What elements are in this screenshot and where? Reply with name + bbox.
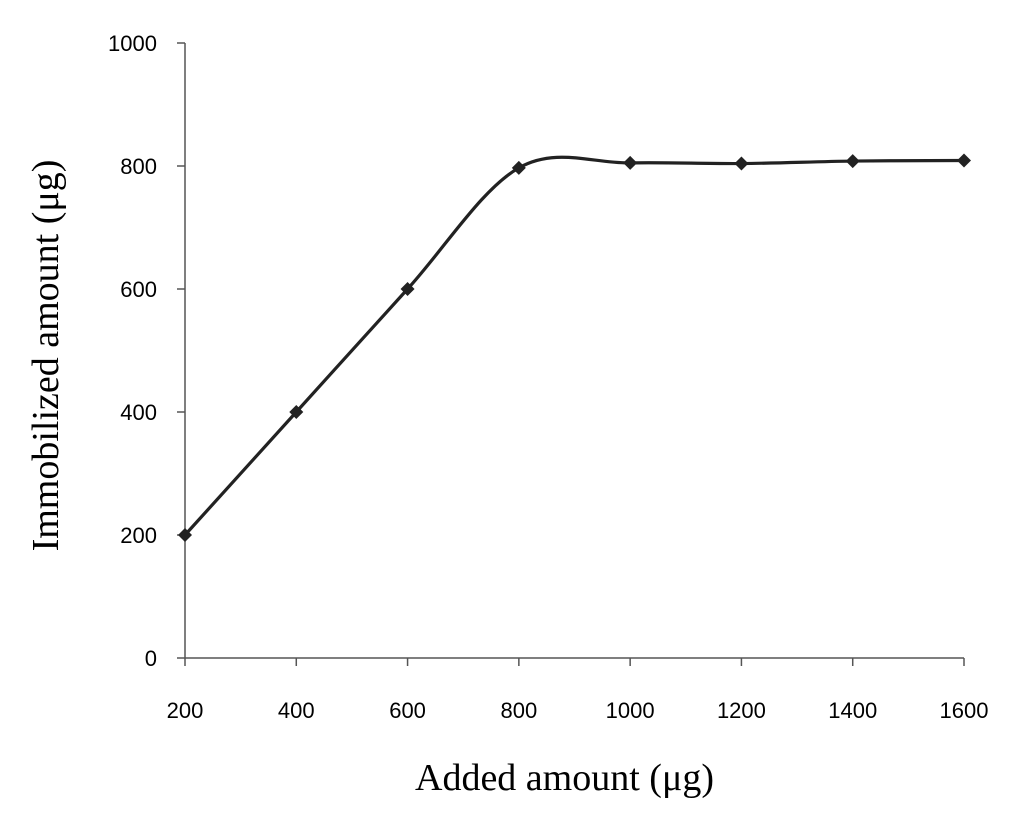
x-tick-label: 200 xyxy=(167,698,204,723)
y-tick-label: 200 xyxy=(120,523,157,548)
x-tick-label: 1000 xyxy=(606,698,655,723)
x-tick-label: 1600 xyxy=(940,698,989,723)
data-point-marker xyxy=(734,156,749,171)
y-axis-ticks: 0 200 400 600 800 1000 xyxy=(108,31,185,671)
data-point-marker xyxy=(957,153,971,168)
data-point-marker xyxy=(845,154,860,169)
x-tick-label: 1400 xyxy=(828,698,877,723)
y-tick-label: 600 xyxy=(120,277,157,302)
data-point-marker xyxy=(289,405,304,419)
y-tick-label: 800 xyxy=(120,154,157,179)
data-point-marker xyxy=(400,282,415,296)
data-point-marker xyxy=(511,160,526,175)
y-axis-title: Immobilized amount (μg) xyxy=(25,160,67,552)
x-axis-title: Added amount (μg) xyxy=(415,757,714,799)
x-tick-label: 400 xyxy=(278,698,315,723)
series xyxy=(178,153,971,542)
y-tick-label: 400 xyxy=(120,400,157,425)
x-axis-ticks: 200 400 600 800 1000 1200 1400 1600 xyxy=(167,658,989,723)
data-point-marker xyxy=(178,528,192,542)
data-point-marker xyxy=(623,155,638,170)
x-tick-label: 1200 xyxy=(717,698,766,723)
y-tick-label: 1000 xyxy=(108,31,157,56)
x-tick-label: 800 xyxy=(500,698,537,723)
x-tick-label: 600 xyxy=(389,698,426,723)
axes xyxy=(184,43,964,659)
series-line xyxy=(183,155,965,537)
y-tick-label: 0 xyxy=(145,646,157,671)
